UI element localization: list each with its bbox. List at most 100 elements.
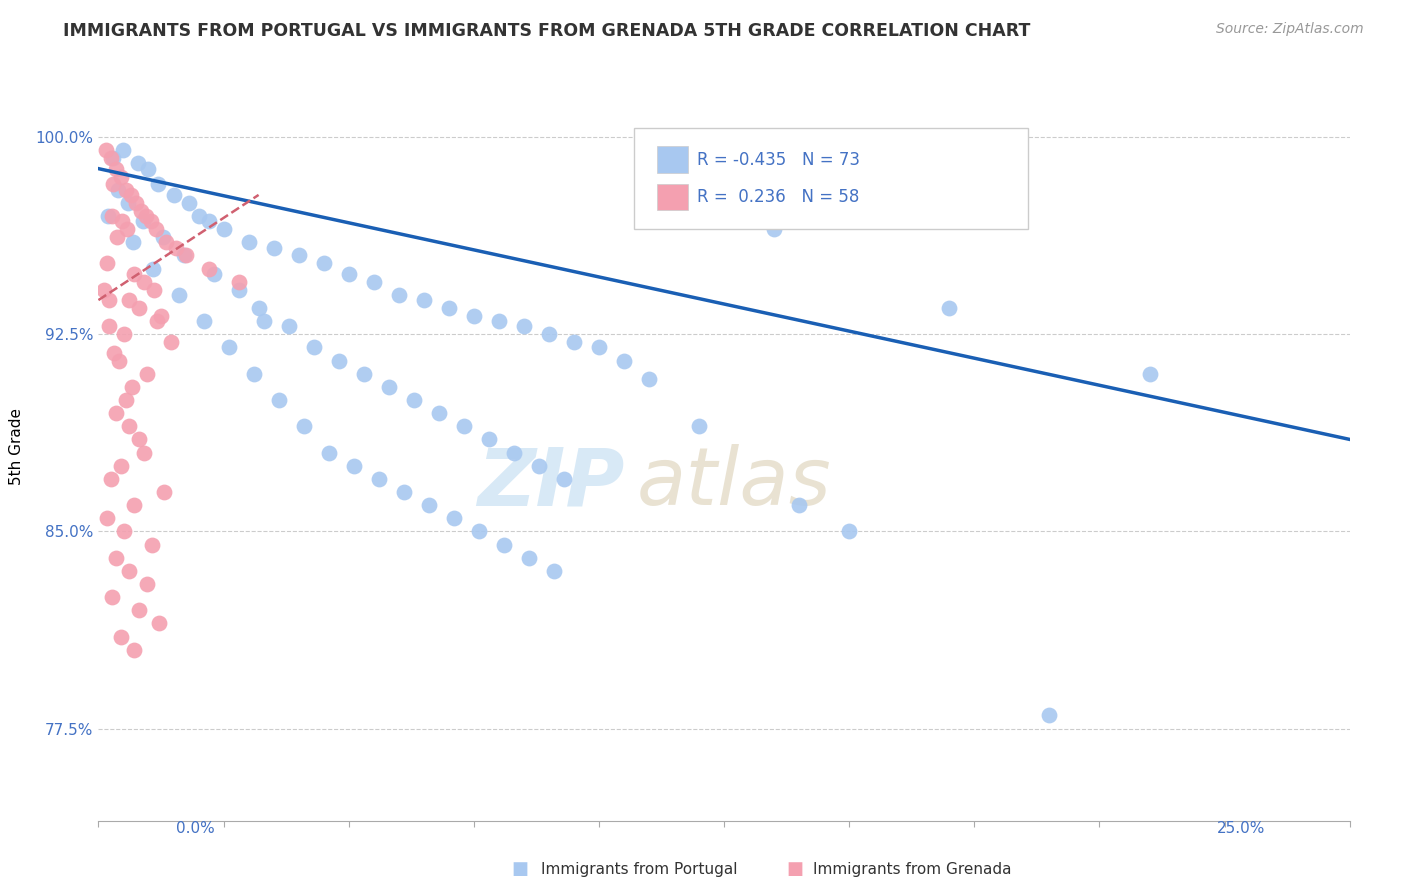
Point: [174, 248, 197, 262]
Text: ■: ■: [786, 860, 803, 878]
Point: [463, 309, 485, 323]
Point: [110, 630, 132, 644]
Text: R = -0.435   N = 73: R = -0.435 N = 73: [696, 151, 859, 169]
Point: [128, 301, 150, 315]
Point: [103, 345, 125, 359]
Point: [443, 511, 465, 525]
Text: atlas: atlas: [637, 444, 831, 523]
Point: [228, 283, 250, 297]
Point: [94, 143, 117, 157]
Text: Source: ZipAtlas.com: Source: ZipAtlas.com: [1216, 22, 1364, 37]
Point: [377, 380, 399, 394]
Point: [101, 209, 124, 223]
Point: [134, 275, 156, 289]
Point: [136, 577, 159, 591]
Point: [117, 195, 139, 210]
Point: [104, 406, 127, 420]
Point: [98, 293, 121, 307]
Point: [129, 203, 152, 218]
Point: [115, 183, 138, 197]
Point: [418, 498, 440, 512]
Point: [146, 314, 169, 328]
Point: [100, 151, 122, 165]
Point: [367, 472, 389, 486]
Point: [96, 256, 118, 270]
Point: [142, 261, 165, 276]
Point: [228, 275, 250, 289]
FancyBboxPatch shape: [657, 184, 688, 210]
Point: [134, 445, 156, 459]
Point: [124, 498, 146, 512]
Point: [148, 616, 170, 631]
Point: [218, 340, 240, 354]
Point: [513, 319, 536, 334]
Point: [103, 151, 125, 165]
Point: [128, 433, 150, 447]
Point: [312, 256, 335, 270]
Point: [287, 248, 309, 262]
Point: [125, 195, 148, 210]
Point: [96, 511, 118, 525]
Point: [363, 275, 385, 289]
Point: [93, 283, 115, 297]
Point: [124, 642, 146, 657]
Point: [468, 524, 491, 539]
Text: ■: ■: [512, 860, 529, 878]
Point: [212, 222, 235, 236]
Point: [160, 335, 183, 350]
Point: [388, 288, 411, 302]
Point: [143, 283, 166, 297]
Point: [124, 267, 146, 281]
Point: [492, 538, 515, 552]
Point: [517, 550, 540, 565]
Point: [104, 550, 127, 565]
Point: [838, 524, 860, 539]
Point: [453, 419, 475, 434]
Point: [128, 603, 150, 617]
Point: [263, 240, 285, 254]
Point: [292, 419, 315, 434]
Point: [787, 498, 810, 512]
Point: [588, 340, 610, 354]
Point: [141, 538, 163, 552]
Text: 25.0%: 25.0%: [1218, 821, 1265, 836]
Point: [173, 248, 195, 262]
Point: [114, 524, 136, 539]
Point: [402, 392, 425, 407]
Point: [97, 209, 120, 223]
Point: [527, 458, 550, 473]
Y-axis label: 5th Grade: 5th Grade: [10, 408, 24, 484]
Point: [197, 261, 219, 276]
Point: [138, 161, 160, 176]
Point: [337, 267, 360, 281]
Point: [107, 183, 129, 197]
Point: [537, 327, 560, 342]
Point: [107, 230, 129, 244]
Point: [127, 156, 149, 170]
Point: [478, 433, 501, 447]
Point: [101, 590, 124, 604]
Text: Immigrants from Grenada: Immigrants from Grenada: [813, 863, 1011, 877]
Point: [427, 406, 450, 420]
Point: [202, 267, 225, 281]
Point: [197, 214, 219, 228]
Point: [613, 353, 636, 368]
Point: [148, 178, 170, 192]
Point: [114, 327, 136, 342]
Point: [938, 301, 960, 315]
Point: [488, 314, 510, 328]
Point: [135, 209, 157, 223]
Point: [267, 392, 290, 407]
Point: [763, 222, 786, 236]
Point: [104, 161, 127, 176]
Point: [167, 288, 190, 302]
Point: [353, 367, 375, 381]
Point: [437, 301, 460, 315]
Point: [110, 169, 132, 184]
Text: Immigrants from Portugal: Immigrants from Portugal: [541, 863, 738, 877]
Point: [553, 472, 575, 486]
Point: [153, 485, 176, 500]
Point: [688, 419, 710, 434]
Point: [247, 301, 270, 315]
Point: [150, 309, 173, 323]
